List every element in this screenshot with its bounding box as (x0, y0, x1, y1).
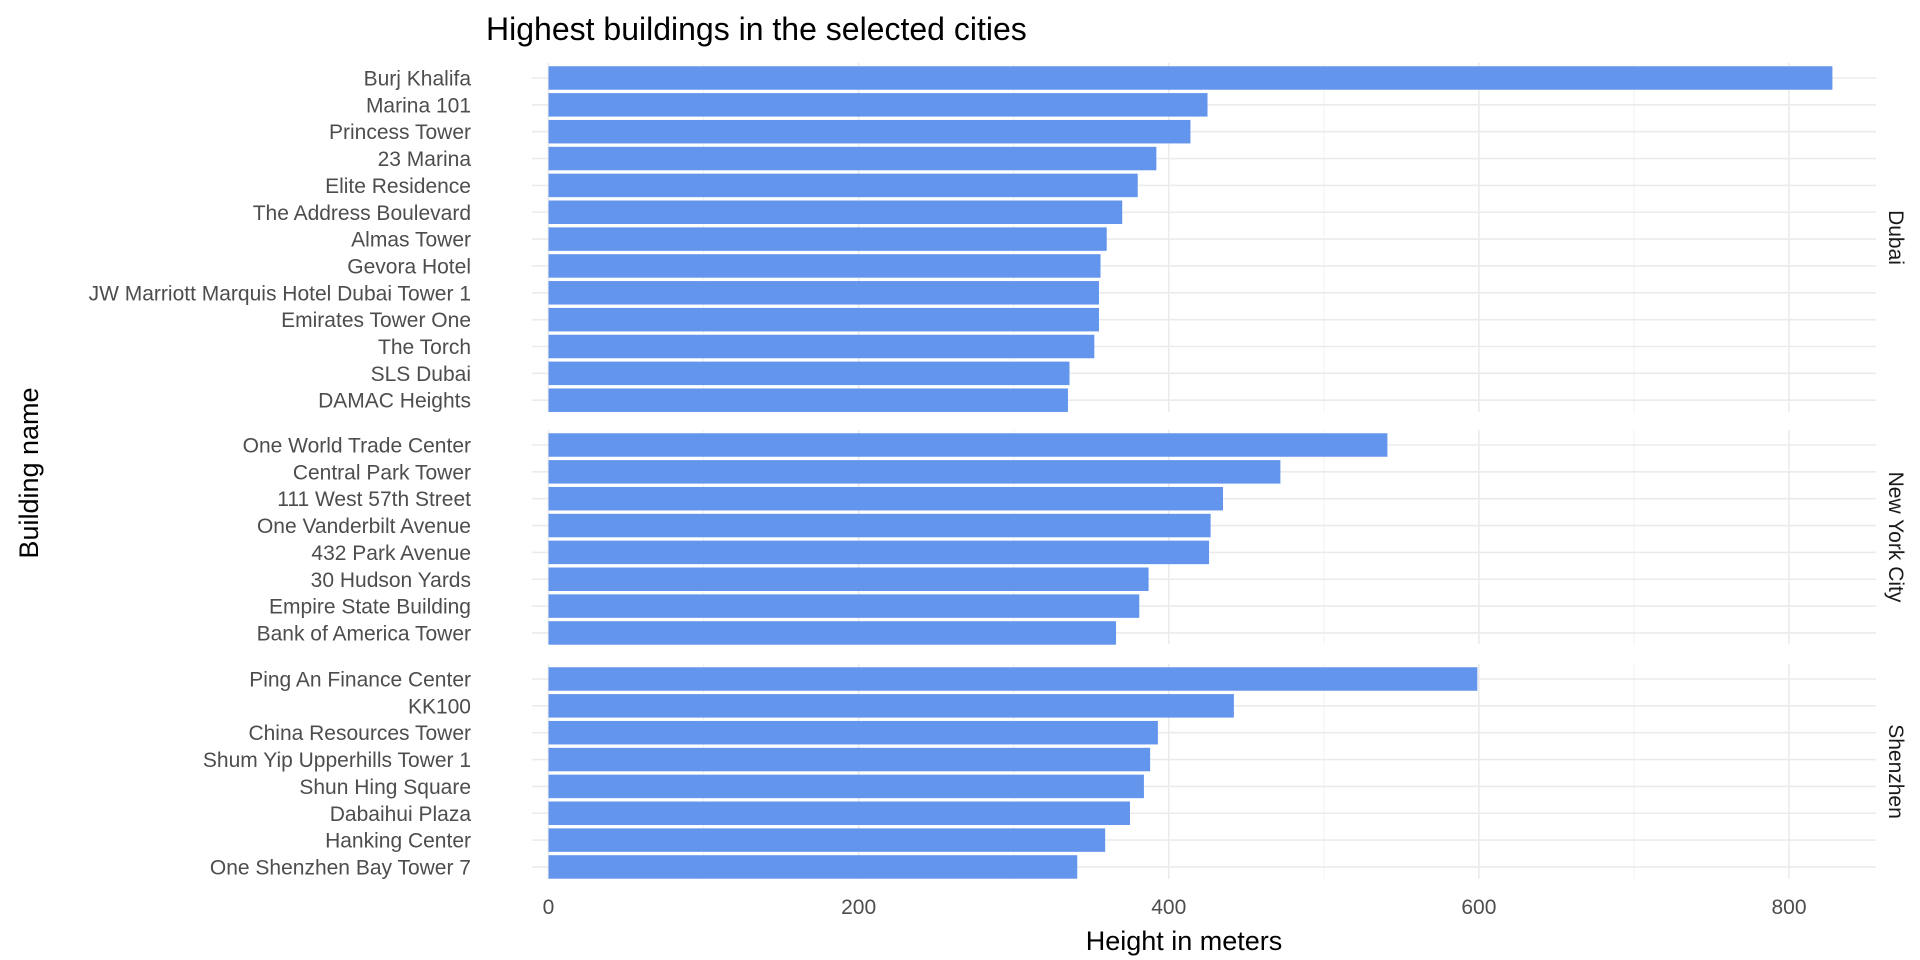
y-tick-label: One Vanderbilt Avenue (257, 515, 471, 538)
bar (548, 119, 1191, 144)
y-tick-label: 111 West 57th Street (277, 488, 471, 511)
y-tick-label: SLS Dubai (371, 363, 471, 386)
bar (548, 774, 1144, 799)
bar (548, 540, 1210, 565)
bar (548, 855, 1078, 879)
bar (548, 388, 1068, 412)
y-tick-label: JW Marriott Marquis Hotel Dubai Tower 1 (89, 282, 471, 305)
y-tick-label: Elite Residence (325, 175, 471, 198)
bar (548, 146, 1157, 171)
facet-panel: Burj Khalifa Marina 101 Princess Tower 23 M… (89, 63, 1907, 413)
facet-panels: Burj Khalifa Marina 101 Princess Tower 23 M… (89, 63, 1907, 879)
bar (548, 93, 1208, 117)
bar (548, 828, 1106, 852)
y-tick-label: Gevora Hotel (347, 255, 471, 278)
bar (548, 281, 1099, 305)
y-tick-label: China Resources Tower (248, 722, 471, 745)
y-tick-label: Empire State Building (269, 596, 471, 619)
bar (548, 513, 1211, 538)
bar (548, 801, 1130, 825)
y-tick-label: Shum Yip Upperhills Tower 1 (203, 749, 471, 772)
facet-panel: One World Trade Center Central Park Tower… (243, 430, 1907, 645)
y-tick-label: The Address Boulevard (253, 202, 471, 225)
bar (548, 307, 1099, 332)
y-tick-label: Marina 101 (366, 94, 471, 117)
y-tick-label: Dabaihui Plaza (330, 803, 472, 826)
bar (548, 747, 1151, 772)
x-tick-label: 800 (1771, 896, 1806, 919)
x-tick-label: 400 (1151, 896, 1186, 919)
bar (548, 460, 1281, 484)
x-tick-label: 200 (841, 896, 876, 919)
y-tick-label: One Shenzhen Bay Tower 7 (210, 856, 471, 879)
y-tick-label: Central Park Tower (293, 461, 471, 484)
bar (548, 667, 1478, 691)
bar (548, 66, 1833, 90)
y-tick-label: 30 Hudson Yards (311, 569, 471, 592)
bar (548, 227, 1107, 251)
bar (548, 334, 1095, 359)
y-tick-label: Burj Khalifa (364, 68, 472, 91)
y-tick-label: Ping An Finance Center (249, 669, 471, 692)
y-tick-label: One World Trade Center (243, 435, 471, 458)
bar (548, 694, 1234, 718)
bar (548, 433, 1388, 457)
y-tick-label: Bank of America Tower (257, 622, 471, 645)
bar (548, 621, 1117, 645)
bar (548, 594, 1140, 618)
y-tick-label: Princess Tower (329, 121, 471, 144)
bar (548, 254, 1101, 278)
facet-strip-label: New York City (1884, 472, 1907, 603)
bar (548, 720, 1158, 745)
facet-strip-label: Dubai (1884, 210, 1907, 265)
x-axis-title: Height in meters (1086, 926, 1283, 956)
facet-strip-label: Shenzhen (1884, 724, 1907, 819)
x-tick-label: 600 (1461, 896, 1496, 919)
bar (548, 486, 1224, 511)
bar (548, 200, 1123, 224)
y-tick-label: KK100 (408, 695, 471, 718)
facet-panel: Ping An Finance Center KK100 China Resourc… (203, 664, 1907, 879)
y-axis-title: Building name (14, 387, 44, 558)
y-tick-label: Hanking Center (325, 830, 471, 853)
y-tick-label: Shun Hing Square (299, 776, 471, 799)
y-tick-label: DAMAC Heights (318, 390, 471, 413)
bar (548, 567, 1149, 591)
x-axis: 0 200 400 600 800 (543, 896, 1807, 919)
y-tick-label: Emirates Tower One (281, 309, 471, 332)
y-tick-label: 432 Park Avenue (311, 542, 471, 565)
y-tick-label: 23 Marina (378, 148, 472, 171)
y-tick-label: Almas Tower (351, 229, 471, 252)
bar (548, 173, 1138, 198)
x-tick-label: 0 (543, 896, 555, 919)
chart-title: Highest buildings in the selected cities (486, 11, 1027, 47)
bar (548, 361, 1070, 386)
y-tick-label: The Torch (378, 336, 471, 359)
